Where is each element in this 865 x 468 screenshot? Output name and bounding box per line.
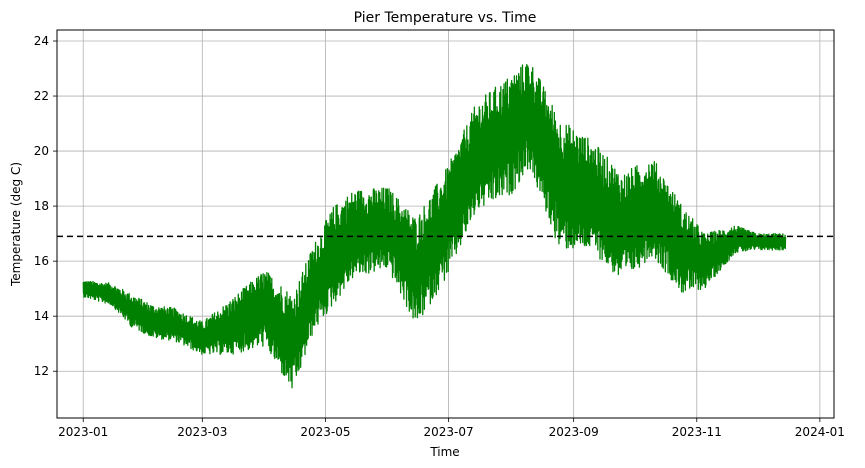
y-tick-label: 20 xyxy=(34,144,49,158)
x-tick-label: 2024-01 xyxy=(795,425,845,439)
x-tick-label: 2023-03 xyxy=(177,425,227,439)
x-axis: 2023-01 2023-03 2023-05 2023-07 2023-09 2023-… xyxy=(58,418,845,439)
x-tick-label: 2023-05 xyxy=(300,425,350,439)
x-tick-label: 2023-01 xyxy=(58,425,108,439)
y-tick-label: 12 xyxy=(34,364,49,378)
y-tick-label: 14 xyxy=(34,309,49,323)
y-tick-label: 24 xyxy=(34,34,49,48)
x-axis-label: Time xyxy=(429,445,459,459)
temperature-series-line xyxy=(82,64,787,389)
y-tick-label: 18 xyxy=(34,199,49,213)
plot-area xyxy=(57,64,834,389)
chart-title: Pier Temperature vs. Time xyxy=(354,10,537,26)
y-tick-label: 22 xyxy=(34,89,49,103)
y-tick-label: 16 xyxy=(34,254,49,268)
x-tick-label: 2023-11 xyxy=(672,425,722,439)
y-axis-label: Temperature (deg C) xyxy=(9,162,23,287)
plot-frame xyxy=(56,29,835,419)
x-tick-label: 2023-09 xyxy=(549,425,599,439)
x-tick-label: 2023-07 xyxy=(423,425,473,439)
y-axis: 12 14 16 18 20 22 24 xyxy=(34,34,57,378)
